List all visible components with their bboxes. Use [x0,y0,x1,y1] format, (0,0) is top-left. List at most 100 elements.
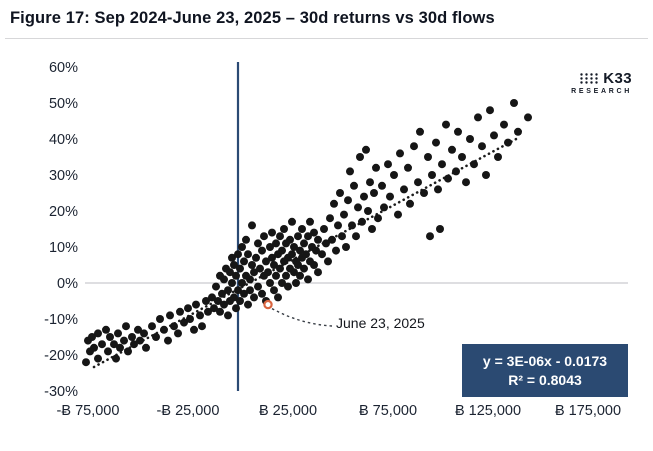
scatter-point [442,120,450,129]
scatter-point [174,329,182,338]
scatter-point [470,160,478,169]
scatter-point [110,340,118,349]
scatter-point [224,311,232,320]
scatter-point [326,214,334,223]
scatter-point [288,250,296,259]
scatter-point [504,138,512,147]
scatter-point [290,268,298,277]
scatter-point [114,329,122,338]
scatter-point [176,307,184,316]
scatter-point [102,325,110,334]
scatter-point [394,210,402,219]
scatter-point [360,192,368,201]
scatter-point [434,185,442,194]
scatter-point [106,333,114,341]
scatter-point [204,307,212,316]
scatter-point [112,354,120,363]
scatter-point [372,163,380,172]
scatter-point [262,257,270,266]
scatter-point [380,203,388,212]
scatter-point [280,225,288,233]
scatter-point [244,250,252,259]
scatter-point [122,322,130,331]
scatter-point [240,257,248,266]
scatter-point [276,264,284,273]
scatter-point [186,315,194,323]
scatter-point [328,235,336,244]
scatter-point [82,358,90,367]
y-axis-tick-label: 60% [49,60,78,76]
scatter-point [368,225,376,233]
scatter-point [236,297,244,305]
scatter-point [298,225,306,233]
scatter-point [94,329,102,338]
scatter-point [128,333,136,341]
scatter-point [250,293,258,302]
scatter-point [362,145,370,154]
k33-research-logo: K33 RESEARCH [571,70,632,95]
scatter-point [226,268,234,277]
scatter-point [370,189,378,197]
scatter-point [256,264,264,273]
scatter-point [294,261,302,269]
scatter-point [404,163,412,172]
equation-line: y = 3E-06x - 0.0173 [482,353,608,369]
scatter-point [500,120,508,129]
scatter-point [274,293,282,302]
scatter-point [482,171,490,179]
scatter-point [124,347,132,356]
scatter-point [272,239,280,248]
k33-logo-research-text: RESEARCH [571,88,632,95]
scatter-point [300,239,308,248]
scatter-point [130,340,138,349]
scatter-point [238,279,246,287]
scatter-point [284,282,292,291]
scatter-point [254,282,262,291]
scatter-point [310,261,318,269]
scatter-point [286,235,294,244]
r-squared-line: R² = 0.8043 [508,372,582,388]
scatter-point [310,228,318,237]
scatter-point [438,160,446,169]
scatter-point [250,268,258,277]
scatter-point [254,239,262,248]
scatter-point [208,293,216,302]
scatter-point [248,221,256,230]
scatter-point [148,322,156,331]
scatter-point [220,275,228,284]
scatter-point [240,289,248,298]
scatter-point [246,275,254,284]
highlight-point [263,299,273,310]
scatter-point [334,221,342,230]
scatter-point [170,322,178,331]
y-axis-tick-label: 30% [49,168,78,184]
scatter-point [416,127,424,136]
scatter-point [192,300,200,309]
scatter-point [444,174,452,183]
y-axis-tick-label: 0% [57,276,78,292]
scatter-point [354,203,362,212]
figure-title: Figure 17: Sep 2024-June 23, 2025 – 30d … [10,9,495,27]
scatter-point [420,189,428,197]
scatter-point [104,347,112,356]
scatter-point [244,300,252,309]
scatter-point [266,279,274,287]
scatter-point [234,250,242,259]
scatter-point [156,315,164,323]
scatter-point [432,138,440,147]
scatter-point [134,325,142,334]
scatter-point [212,282,220,291]
scatter-point [164,336,172,345]
scatter-point [228,279,236,287]
scatter-point [288,217,296,226]
scatter-point [486,106,494,115]
scatter-point [436,225,444,233]
scatter-point [466,135,474,143]
y-axis-tick-label: -30% [44,384,78,400]
scatter-point [510,99,518,107]
y-axis-tick-label: 10% [49,240,78,256]
scatter-point [88,333,96,341]
scatter-point [390,171,398,179]
scatter-point [272,271,280,280]
